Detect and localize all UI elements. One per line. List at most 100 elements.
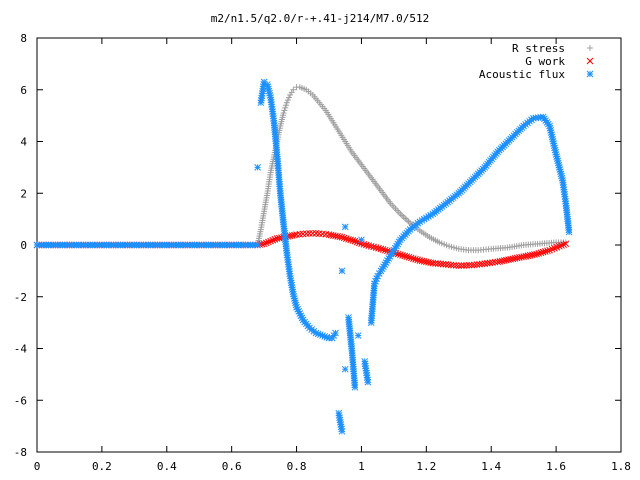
y-tick-label: -8: [14, 446, 27, 459]
x-tick-label: 1: [358, 460, 365, 473]
data-point: [560, 241, 568, 248]
data-point: [342, 235, 350, 242]
data-point: [562, 240, 570, 248]
data-point: [565, 228, 573, 236]
data-point: [365, 242, 373, 250]
x-tick-label: 0: [34, 460, 41, 473]
data-point: [403, 253, 411, 260]
y-tick-label: -2: [14, 291, 27, 304]
data-point: [291, 231, 298, 239]
y-tick-label: 6: [20, 84, 27, 97]
data-point: [381, 246, 389, 254]
chart-title: m2/n1.5/q2.0/r-+.41-j214/M7.0/512: [211, 12, 430, 25]
data-point: [260, 240, 268, 248]
x-tick-label: 0.6: [222, 460, 242, 473]
x-tick-label: 0.2: [92, 460, 112, 473]
data-point: [367, 242, 375, 250]
legend-marker: [587, 45, 593, 51]
data-point: [283, 99, 290, 106]
data-point: [414, 256, 422, 264]
data-point: [399, 251, 406, 259]
data-point: [362, 241, 370, 249]
data-point: [412, 255, 419, 263]
y-tick-label: 4: [20, 136, 27, 149]
data-point: [452, 262, 460, 269]
data-marks: [33, 78, 573, 435]
data-point: [377, 245, 385, 253]
data-point: [531, 251, 538, 258]
x-tick-label: 1.8: [611, 460, 631, 473]
data-point: [347, 236, 354, 244]
tick-labels: 0 0.2 0.4 0.6 0.8 1 1.2 1.4 1.6 1.8 8 6 4 2 0 -2 -4 -6 -8: [14, 32, 631, 473]
data-point: [338, 427, 346, 435]
data-point: [397, 251, 404, 259]
y-tick-label: 0: [20, 239, 27, 252]
data-point: [460, 262, 468, 269]
data-point: [281, 107, 288, 114]
data-point: [280, 110, 287, 117]
x-tick-label: 1.2: [416, 460, 436, 473]
legend-marker: [586, 57, 594, 65]
data-point: [254, 241, 261, 249]
data-point: [349, 237, 357, 244]
data-point: [537, 249, 545, 257]
data-point: [336, 233, 344, 241]
data-point: [338, 233, 346, 241]
data-point: [455, 262, 463, 270]
y-tick-label: -6: [14, 394, 27, 407]
data-point: [425, 213, 432, 220]
data-point: [332, 329, 339, 337]
data-point: [267, 237, 274, 245]
data-point: [290, 86, 297, 93]
data-point: [370, 243, 377, 251]
data-point: [306, 230, 313, 237]
y-tick-label: 2: [20, 187, 27, 200]
legend-marker: [586, 70, 594, 78]
data-point: [541, 248, 549, 255]
data-point: [354, 332, 362, 339]
legend-label: Acoustic flux: [479, 68, 565, 81]
data-point: [351, 383, 359, 391]
data-point: [458, 262, 465, 269]
data-point: [407, 254, 415, 262]
data-point: [271, 236, 279, 243]
data-point: [535, 250, 543, 257]
data-point: [544, 247, 551, 255]
legend-label: G work: [525, 55, 565, 68]
data-point: [340, 234, 348, 242]
data-point: [405, 253, 413, 261]
data-point: [309, 230, 317, 237]
data-point: [463, 262, 470, 269]
data-point: [556, 242, 563, 250]
data-point: [465, 261, 473, 269]
data-point: [358, 236, 365, 244]
data-point: [533, 250, 540, 258]
x-tick-label: 0.4: [157, 460, 177, 473]
data-point: [285, 94, 292, 101]
data-point: [381, 261, 389, 269]
data-point: [341, 223, 349, 231]
x-tick-label: 1.6: [546, 460, 566, 473]
y-tick-label: -4: [14, 343, 28, 356]
y-tick-label: 8: [20, 32, 27, 45]
data-point: [351, 237, 359, 245]
data-point: [262, 239, 270, 247]
series-acoustic-flux: [33, 78, 573, 435]
data-point: [345, 235, 352, 243]
x-tick-label: 0.8: [287, 460, 307, 473]
data-point: [401, 252, 409, 260]
data-point: [410, 255, 417, 262]
data-point: [284, 97, 291, 104]
data-point: [341, 365, 349, 373]
x-tick-label: 1.4: [481, 460, 501, 473]
data-point: [254, 164, 261, 171]
data-point: [269, 236, 277, 244]
data-point: [364, 378, 372, 386]
data-point: [372, 244, 380, 251]
data-point: [283, 102, 290, 109]
data-point: [338, 267, 346, 275]
data-point: [379, 246, 387, 253]
data-point: [539, 248, 547, 256]
